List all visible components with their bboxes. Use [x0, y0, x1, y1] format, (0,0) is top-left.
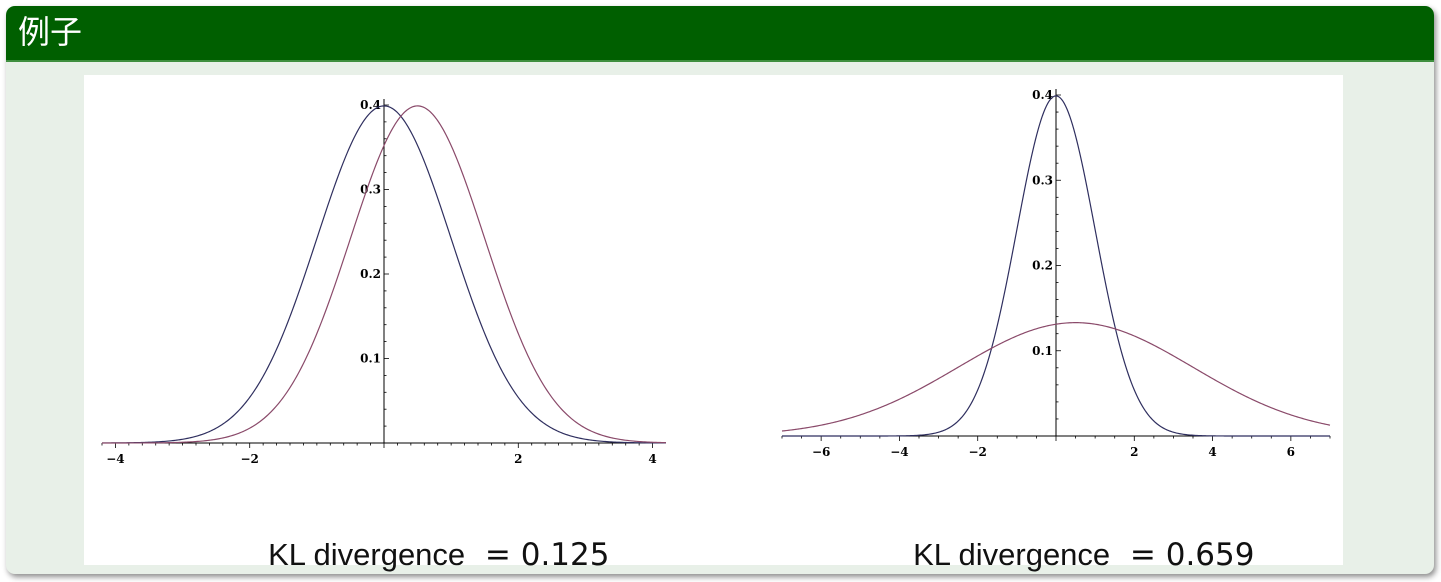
kl-value-left: = 0.125: [484, 537, 610, 573]
block-title: 例子: [18, 13, 83, 51]
kl-chart-left: −4 −2 2 4 0.1 0.2 0.3 0.4: [101, 98, 667, 466]
x-tick-label: −4: [890, 445, 908, 459]
x-tick-label: −2: [241, 452, 259, 466]
kl-caption-left: KL divergence = 0.125: [209, 501, 609, 573]
x-tick-label: −6: [812, 445, 830, 459]
kl-chart-right: −6 −4 −2 2 4 6 0.1 0.2 0.3 0.4: [781, 88, 1331, 459]
y-tick-label: 0.4: [360, 98, 381, 112]
x-tick-label: 4: [648, 452, 656, 466]
y-tick-label: 0.4: [1032, 88, 1053, 102]
y-tick-label: 0.2: [360, 267, 381, 281]
x-tick-label: 2: [514, 452, 522, 466]
series-line-1: [102, 105, 667, 444]
series-line-0: [782, 95, 1330, 437]
kl-label-right: KL divergence: [913, 537, 1111, 572]
kl-value-right: = 0.659: [1129, 537, 1255, 573]
kl-label-left: KL divergence: [268, 537, 466, 572]
y-tick-label: 0.1: [1032, 344, 1053, 358]
y-tick-label: 0.1: [360, 352, 381, 366]
y-tick-label: 0.2: [1032, 259, 1053, 273]
series-line-1: [781, 322, 1331, 432]
x-tick-label: 6: [1287, 445, 1295, 459]
figure-panel: −4 −2 2 4 0.1 0.2 0.3 0.4 −6 −4 −2 2 4 6 0.1 0.2 0.3 0.4…: [84, 75, 1343, 573]
x-tick-label: 4: [1208, 445, 1216, 459]
y-tick-label: 0.3: [1032, 173, 1053, 187]
kl-caption-right: KL divergence = 0.659: [854, 501, 1254, 573]
theorem-block: 例子 −4 −2 2 4 0.1 0.2 0.3 0.4 −6 −4 −2 2 4 6 0.1 0.2 0.3…: [6, 6, 1434, 574]
x-tick-label: 2: [1130, 445, 1138, 459]
series-line-0: [102, 105, 666, 444]
x-tick-label: −2: [969, 445, 987, 459]
block-title-bar: 例子: [6, 6, 1434, 62]
y-tick-label: 0.3: [360, 183, 381, 197]
x-tick-label: −4: [106, 452, 124, 466]
